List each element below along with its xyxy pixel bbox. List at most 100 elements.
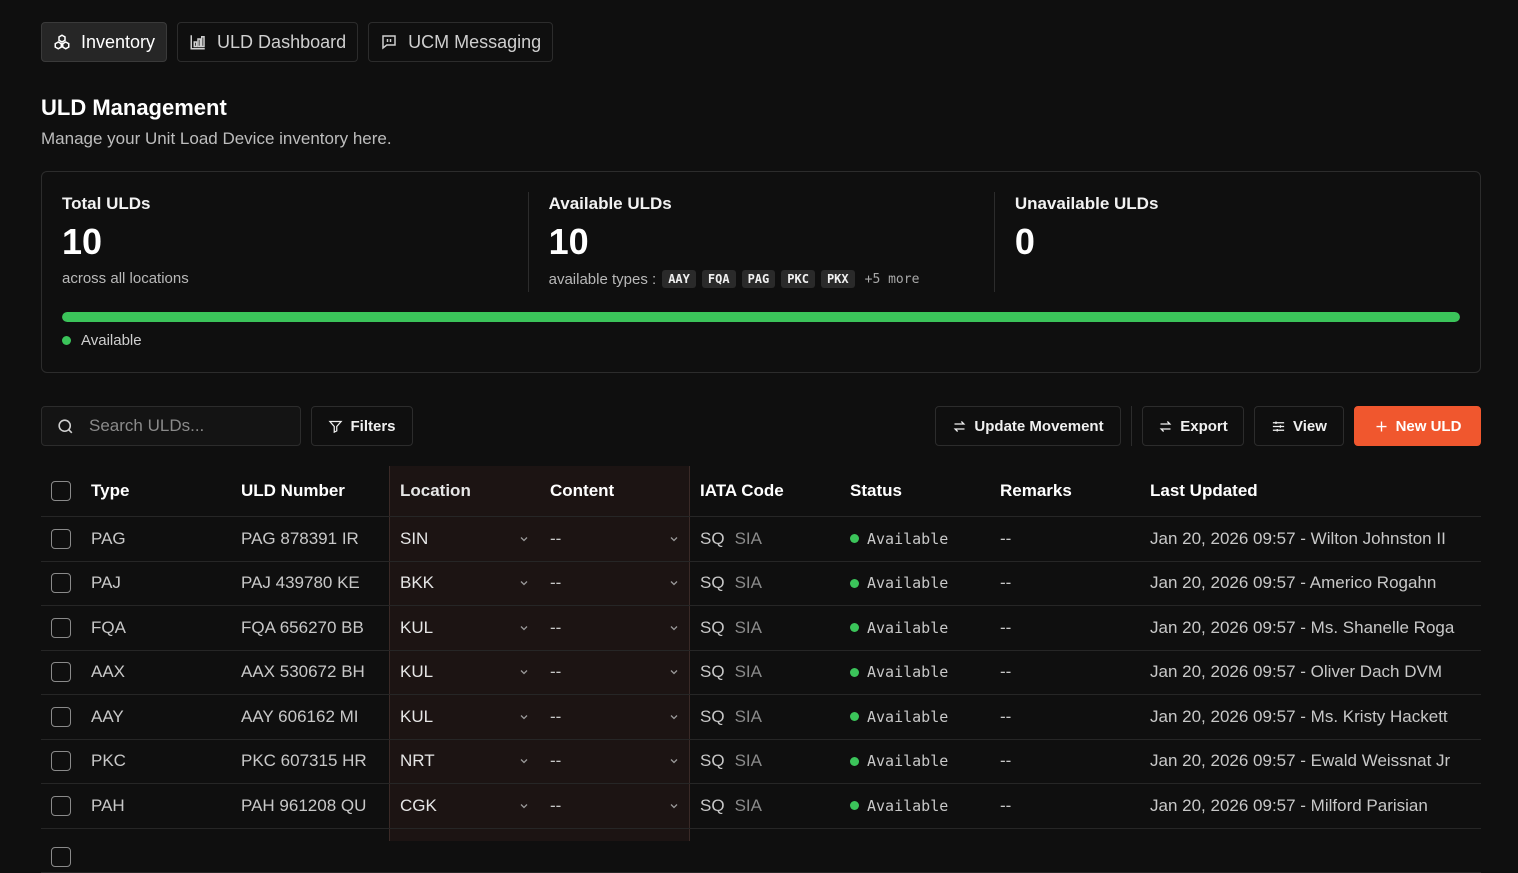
row-checkbox[interactable] xyxy=(51,751,71,771)
content-value: -- xyxy=(550,751,561,771)
icao-code: SIA xyxy=(735,618,762,638)
legend-dot xyxy=(62,336,71,345)
row-checkbox[interactable] xyxy=(51,662,71,682)
location-select[interactable]: KUL xyxy=(400,606,530,650)
cell-last-updated: Jan 20, 2026 09:57 - Milford Parisian xyxy=(1150,784,1481,828)
row-checkbox[interactable] xyxy=(51,618,71,638)
type-chip: AAY xyxy=(662,270,696,288)
search-input[interactable] xyxy=(89,416,269,436)
content-value: -- xyxy=(550,618,561,638)
content-select[interactable]: -- xyxy=(550,740,680,784)
filter-icon xyxy=(328,419,343,434)
cell-status: Available xyxy=(850,562,990,606)
cell-remarks: -- xyxy=(1000,740,1140,784)
location-select[interactable]: BKK xyxy=(400,562,530,606)
status-label: Available xyxy=(867,530,948,548)
status-dot xyxy=(850,668,859,677)
stat-unavailable: Unavailable ULDs 0 xyxy=(994,192,1460,292)
header-last-updated[interactable]: Last Updated xyxy=(1150,466,1481,516)
header-content[interactable]: Content xyxy=(550,466,680,516)
header-uld-number[interactable]: ULD Number xyxy=(241,466,386,516)
cell-uld-number: FQA 656270 BB xyxy=(241,606,386,650)
update-movement-button[interactable]: Update Movement xyxy=(935,406,1121,446)
export-button[interactable]: Export xyxy=(1142,406,1244,446)
cell-remarks: -- xyxy=(1000,695,1140,739)
table-row[interactable] xyxy=(41,829,1481,873)
header-iata-code[interactable]: IATA Code xyxy=(700,466,840,516)
tab-uld-dashboard[interactable]: ULD Dashboard xyxy=(177,22,358,62)
sliders-icon xyxy=(1271,419,1286,434)
stat-label: Unavailable ULDs xyxy=(1015,194,1460,214)
location-value: CGK xyxy=(400,796,437,816)
location-select[interactable]: CGK xyxy=(400,784,530,828)
content-select[interactable]: -- xyxy=(550,651,680,695)
cell-type: PKC xyxy=(91,740,231,784)
status-label: Available xyxy=(867,797,948,815)
stat-value: 0 xyxy=(1015,222,1460,262)
chevron-down-icon xyxy=(668,800,680,812)
header-location[interactable]: Location xyxy=(400,466,530,516)
iata-code: SQ xyxy=(700,796,725,816)
content-select[interactable]: -- xyxy=(550,517,680,561)
header-remarks[interactable]: Remarks xyxy=(1000,466,1140,516)
cell-remarks: -- xyxy=(1000,784,1140,828)
tab-inventory[interactable]: Inventory xyxy=(41,22,167,62)
cell-status: Available xyxy=(850,784,990,828)
iata-code: SQ xyxy=(700,573,725,593)
content-select[interactable]: -- xyxy=(550,784,680,828)
icao-code: SIA xyxy=(735,707,762,727)
arrows-swap-icon xyxy=(952,419,967,434)
page-subtitle: Manage your Unit Load Device inventory h… xyxy=(41,129,1481,149)
header-type[interactable]: Type xyxy=(91,466,231,516)
cell-uld-number: PAG 878391 IR xyxy=(241,517,386,561)
location-value: BKK xyxy=(400,573,434,593)
search-icon xyxy=(56,417,75,436)
search-box[interactable] xyxy=(41,406,301,446)
chevron-down-icon xyxy=(518,533,530,545)
content-select[interactable]: -- xyxy=(550,606,680,650)
button-label: Update Movement xyxy=(974,418,1103,435)
cell-uld-number: AAY 606162 MI xyxy=(241,695,386,739)
header-status[interactable]: Status xyxy=(850,466,990,516)
chevron-down-icon xyxy=(518,622,530,634)
select-all-checkbox[interactable] xyxy=(51,481,71,501)
content-select[interactable]: -- xyxy=(550,562,680,606)
icao-code: SIA xyxy=(735,662,762,682)
tab-ucm-messaging[interactable]: UCM Messaging xyxy=(368,22,553,62)
row-checkbox[interactable] xyxy=(51,847,71,867)
status-label: Available xyxy=(867,752,948,770)
row-checkbox[interactable] xyxy=(51,529,71,549)
location-select[interactable]: SIN xyxy=(400,517,530,561)
cell-uld-number: PAH 961208 QU xyxy=(241,784,386,828)
stat-note: available types : AAY FQA PAG PKC PKX +5… xyxy=(549,270,994,288)
location-select[interactable]: KUL xyxy=(400,651,530,695)
button-label: View xyxy=(1293,418,1327,435)
chevron-down-icon xyxy=(518,711,530,723)
location-select[interactable]: KUL xyxy=(400,695,530,739)
cell-type: PAJ xyxy=(91,562,231,606)
location-select[interactable]: NRT xyxy=(400,740,530,784)
content-select[interactable]: -- xyxy=(550,695,680,739)
view-button[interactable]: View xyxy=(1254,406,1344,446)
status-label: Available xyxy=(867,663,948,681)
cell-remarks: -- xyxy=(1000,517,1140,561)
row-checkbox[interactable] xyxy=(51,707,71,727)
cell-remarks: -- xyxy=(1000,562,1140,606)
cell-status: Available xyxy=(850,695,990,739)
new-uld-button[interactable]: New ULD xyxy=(1354,406,1481,446)
filters-button[interactable]: Filters xyxy=(311,406,413,446)
status-label: Available xyxy=(867,619,948,637)
location-value: SIN xyxy=(400,529,428,549)
cell-uld-number: PAJ 439780 KE xyxy=(241,562,386,606)
row-checkbox[interactable] xyxy=(51,573,71,593)
row-checkbox[interactable] xyxy=(51,796,71,816)
stat-value: 10 xyxy=(62,222,528,262)
